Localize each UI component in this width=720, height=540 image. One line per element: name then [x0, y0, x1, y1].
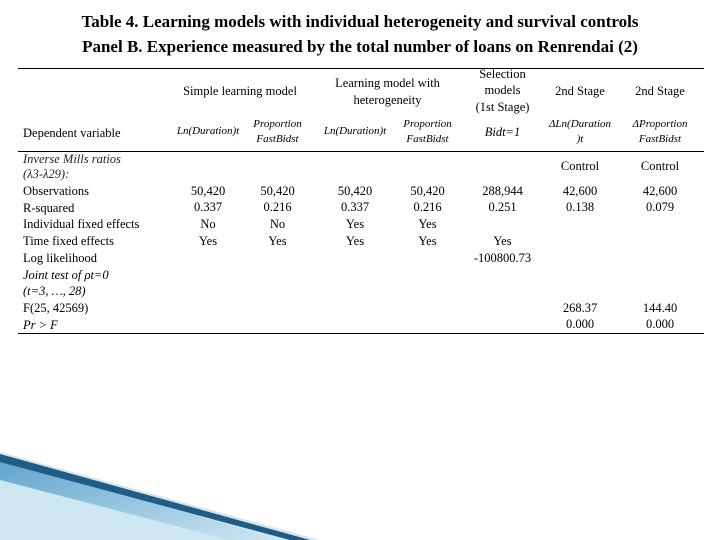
c5-log-likelihood: -100800.73 [473, 251, 532, 265]
col5-header: Bidt=1 [484, 125, 521, 139]
col4-header-line1: Proportion [403, 118, 452, 130]
c3-time-fe: Yes [345, 234, 365, 248]
c4-observations: 50,420 [410, 184, 445, 198]
header-selection-line3: (1st Stage) [475, 100, 530, 114]
col6-header-line2: )t [576, 133, 584, 145]
header-selection-line1: Selection [479, 67, 526, 81]
row-label-pr-f: Pr > F [23, 317, 58, 332]
row-label-joint-test: Joint test of ρt=0 [23, 267, 109, 282]
header-heterogeneity-line1: Learning model with [335, 76, 440, 90]
imr-col7: Control [640, 159, 680, 173]
row-label-observations: Observations [23, 184, 89, 198]
header-rule [18, 151, 704, 152]
header-heterogeneity-line2: heterogeneity [353, 93, 422, 107]
col2-header-line2: FastBidst [256, 133, 299, 145]
row-label-t-range: (t=3, …, 28) [23, 284, 86, 299]
c7-observations: 42,600 [642, 184, 678, 198]
row-label-f-stat: F(25, 42569) [23, 300, 89, 315]
c7-r-squared: 0.079 [645, 200, 675, 214]
col7-header-line1: ΔProportion [632, 118, 688, 130]
row-label-r-squared: R-squared [23, 200, 75, 215]
col2-header-line1: Proportion [253, 118, 302, 130]
c3-individual-fe: Yes [345, 217, 365, 231]
header-2nd-stage-b: 2nd Stage [635, 84, 685, 98]
imr-label-line1: Inverse Mills ratios [23, 152, 121, 166]
top-rule [18, 68, 704, 69]
col4-header-line2: FastBidst [406, 133, 449, 145]
c2-time-fe: Yes [268, 234, 287, 248]
c5-time-fe: Yes [493, 234, 512, 248]
c3-r-squared: 0.337 [340, 200, 370, 214]
c4-time-fe: Yes [418, 234, 437, 248]
col7-header-line2: FastBidst [638, 133, 682, 145]
c1-r-squared: 0.337 [193, 200, 223, 214]
row-label-log-likelihood: Log likelihood [23, 250, 97, 265]
c2-observations: 50,420 [260, 184, 295, 198]
header-simple-learning: Simple learning model [183, 84, 297, 98]
c6-f-stat: 268.37 [562, 301, 598, 315]
col3-header: Ln(Duration)t [323, 125, 387, 137]
c1-time-fe: Yes [198, 234, 218, 248]
c3-observations: 50,420 [337, 184, 373, 198]
col1-header: Ln(Duration)t [176, 125, 240, 137]
table-title-line1: Table 4. Learning models with individual… [81, 12, 639, 31]
c2-r-squared: 0.216 [263, 200, 292, 214]
c5-r-squared: 0.251 [488, 200, 517, 214]
bottom-rule [18, 333, 704, 334]
c4-individual-fe: Yes [418, 217, 437, 231]
c7-f-stat: 144.40 [642, 301, 678, 315]
row-labels: Observations R-squared Individual fixed … [23, 183, 139, 333]
ribbon-dark-band [0, 454, 310, 540]
row-label-time-fe: Time fixed effects [23, 234, 114, 249]
imr-col6: Control [560, 159, 600, 173]
c5-observations: 288,944 [482, 184, 523, 198]
c7-pr-f: 0.000 [645, 317, 675, 331]
c6-pr-f: 0.000 [565, 317, 595, 331]
c1-individual-fe: No [200, 217, 216, 231]
decorative-ribbon [0, 452, 320, 540]
c4-r-squared: 0.216 [413, 200, 442, 214]
dependent-variable-label: Dependent variable [23, 126, 121, 140]
row-label-individual-fe: Individual fixed effects [23, 217, 140, 232]
c6-observations: 42,600 [562, 184, 598, 198]
header-selection-line2: models [484, 83, 521, 97]
table-title-line2: Panel B. Experience measured by the tota… [82, 37, 638, 56]
ribbon-light-band [0, 452, 320, 540]
imr-label-line2: (λ3-λ29): [23, 167, 70, 181]
header-2nd-stage-a: 2nd Stage [555, 84, 605, 98]
c6-r-squared: 0.138 [565, 200, 595, 214]
col6-header-line1: ΔLn(Duration [548, 118, 612, 130]
c1-observations: 50,420 [190, 184, 226, 198]
c2-individual-fe: No [269, 217, 286, 231]
